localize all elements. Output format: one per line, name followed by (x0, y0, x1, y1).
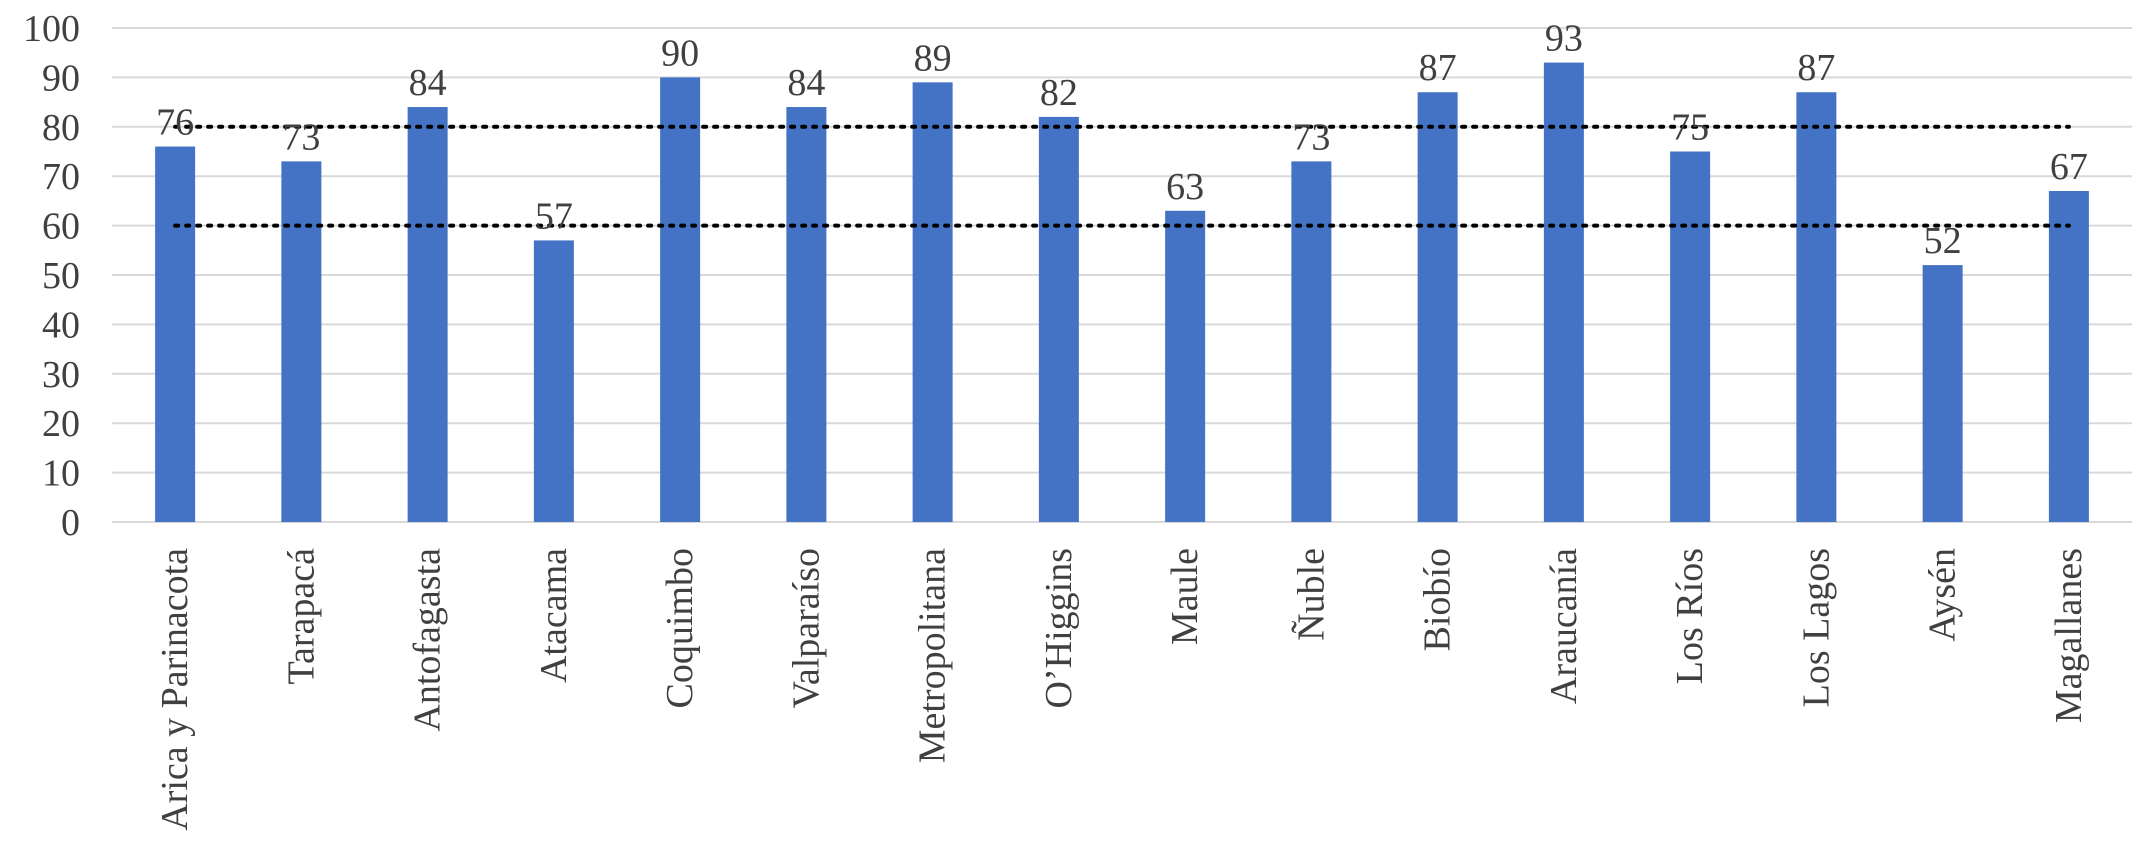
bar (660, 77, 701, 523)
x-category-label: Antofagasta (407, 548, 449, 732)
data-label: 87 (1419, 47, 1457, 89)
reference-lines (173, 124, 2071, 228)
x-category-label: Maule (1164, 548, 1206, 645)
data-labels: 76 73 84 57 90 84 89 82 63 73 87 93 75 87 52 67 (156, 18, 2088, 263)
bar (1670, 151, 1711, 522)
x-category-label: Ñuble (1290, 548, 1332, 641)
data-label: 93 (1545, 18, 1583, 60)
data-label: 57 (535, 195, 573, 237)
data-label: 73 (282, 116, 320, 158)
y-tick-label: 50 (42, 255, 80, 297)
bar (786, 107, 827, 522)
x-category-label: Biobío (1417, 548, 1459, 651)
data-label: 75 (1671, 107, 1709, 149)
data-label: 90 (661, 32, 699, 74)
bar (2048, 191, 2089, 522)
x-category-label: Los Ríos (1669, 548, 1711, 684)
data-label: 73 (1292, 116, 1330, 158)
y-tick-label: 70 (42, 156, 80, 198)
y-axis-ticks: 0 10 20 30 40 50 60 70 80 90 100 (23, 8, 80, 544)
x-category-label: Tarapacá (280, 548, 322, 685)
x-category-label: Arica y Parinacota (154, 548, 196, 831)
bar (533, 240, 574, 523)
bar (1543, 62, 1584, 523)
x-axis-category-labels: Arica y Parinacota Tarapacá Antofagasta Ata… (154, 548, 2090, 831)
data-label: 63 (1166, 166, 1204, 208)
data-label: 87 (1797, 47, 1835, 89)
x-category-label: Metropolitana (912, 548, 954, 763)
y-tick-label: 100 (23, 8, 80, 50)
x-category-label: Aysén (1922, 548, 1964, 642)
y-tick-label: 20 (42, 403, 80, 445)
y-tick-label: 80 (42, 107, 80, 149)
bar (155, 146, 196, 522)
bar (407, 107, 448, 522)
y-tick-label: 0 (61, 502, 80, 544)
data-label: 89 (914, 37, 952, 79)
bar (1165, 210, 1206, 522)
data-label: 84 (409, 62, 447, 104)
bar (1796, 92, 1837, 522)
bar (281, 161, 322, 522)
x-category-label: Atacama (533, 548, 575, 683)
data-label: 82 (1040, 72, 1078, 114)
bar (912, 82, 953, 522)
x-category-label: Los Lagos (1795, 548, 1837, 707)
y-tick-label: 40 (42, 304, 80, 346)
data-label: 84 (787, 62, 825, 104)
y-tick-label: 10 (42, 453, 80, 495)
x-category-label: Magallanes (2048, 548, 2090, 723)
data-label: 76 (156, 102, 194, 144)
bar (1038, 116, 1079, 523)
bar (1291, 161, 1332, 522)
x-category-label: Araucanía (1543, 548, 1585, 704)
bar (1417, 92, 1458, 522)
y-tick-label: 30 (42, 354, 80, 396)
y-tick-label: 60 (42, 206, 80, 248)
x-category-label: Coquimbo (659, 548, 701, 708)
y-tick-label: 90 (42, 57, 80, 99)
bar (1922, 265, 1963, 522)
data-label: 52 (1924, 220, 1962, 262)
bars (155, 62, 2089, 523)
x-category-label: O’Higgins (1038, 548, 1080, 708)
data-label: 67 (2050, 146, 2088, 188)
x-category-label: Valparaíso (785, 548, 827, 708)
